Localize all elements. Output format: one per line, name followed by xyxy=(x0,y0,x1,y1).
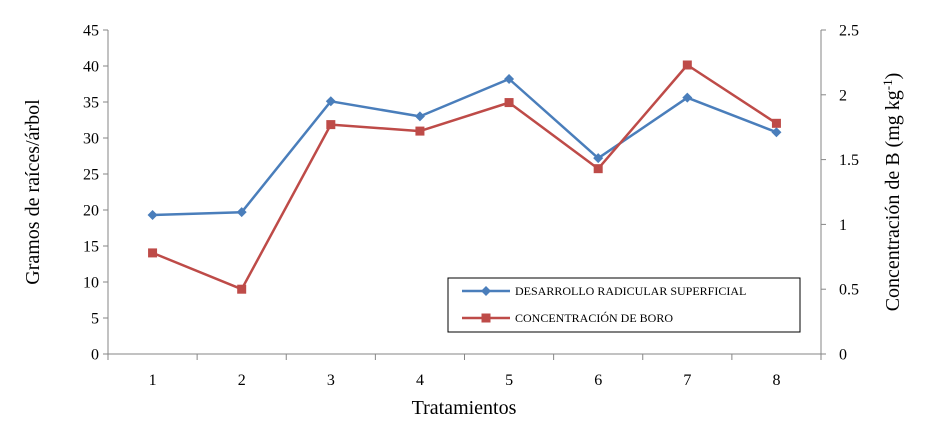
left-y-tick-label: 20 xyxy=(83,203,99,220)
right-y-axis-title-main: Concentración de B (mg kg xyxy=(882,90,904,311)
x-tick-label: 3 xyxy=(327,372,335,389)
left-y-tick-label: 35 xyxy=(83,95,99,112)
right-y-tick-label: 1 xyxy=(839,217,847,234)
x-tick-label: 2 xyxy=(238,372,246,389)
data-point-boro xyxy=(682,60,692,70)
data-point-boro xyxy=(326,120,336,130)
x-tick-label: 7 xyxy=(683,372,691,389)
right-y-axis-title-superscript: -1 xyxy=(880,79,895,90)
right-y-axis-title-end: ) xyxy=(882,73,904,80)
data-point-desarrollo xyxy=(147,210,158,221)
data-point-boro xyxy=(593,164,603,174)
left-y-tick-label: 25 xyxy=(83,167,99,184)
series-layer xyxy=(147,60,782,294)
x-tick-label: 4 xyxy=(416,372,424,389)
legend-box xyxy=(447,277,801,333)
data-point-desarrollo xyxy=(593,153,604,164)
right-y-tick-label: 0 xyxy=(839,347,847,364)
left-y-axis-ticks: 0 5 10 15 20 25 30 35 40 45 xyxy=(83,23,108,364)
data-point-desarrollo xyxy=(414,111,425,122)
right-y-tick-label: 2.5 xyxy=(839,23,859,40)
x-tick-label: 8 xyxy=(772,372,780,389)
x-axis-title: Tratamientos xyxy=(412,397,517,419)
data-point-boro xyxy=(148,248,158,258)
data-point-boro xyxy=(504,98,514,108)
left-y-tick-label: 30 xyxy=(83,131,99,148)
x-tick-label: 5 xyxy=(505,372,513,389)
x-tick-label: 1 xyxy=(149,372,157,389)
legend-label-desarrollo: DESARROLLO RADICULAR SUPERFICIAL xyxy=(515,284,746,298)
series-line-boro xyxy=(152,63,778,291)
data-point-desarrollo xyxy=(682,92,693,103)
data-point-boro xyxy=(771,118,781,128)
right-y-tick-label: 0.5 xyxy=(839,282,859,299)
legend-marker-desarrollo xyxy=(481,286,491,296)
right-y-axis-ticks: 0 0.5 1 1.5 2 2.5 xyxy=(821,23,859,364)
data-point-desarrollo xyxy=(771,127,782,138)
legend-marker-boro xyxy=(481,313,491,323)
data-point-boro xyxy=(415,126,425,136)
data-point-desarrollo xyxy=(236,207,247,218)
series-line-desarrollo xyxy=(152,77,777,217)
legend: DESARROLLO RADICULAR SUPERFICIAL CONCENT… xyxy=(447,277,801,333)
left-y-tick-label: 10 xyxy=(83,275,99,292)
legend-label-boro: CONCENTRACIÓN DE BORO xyxy=(515,311,673,325)
right-y-tick-label: 1.5 xyxy=(839,152,859,169)
left-y-axis-title: Gramos de raíces/árbol xyxy=(22,99,44,285)
right-y-axis-title: Concentración de B (mg kg-1) xyxy=(880,73,904,312)
x-axis-ticks: 1 2 3 4 5 6 7 8 xyxy=(107,354,822,389)
left-y-tick-label: 5 xyxy=(91,311,99,328)
right-y-tick-label: 2 xyxy=(839,87,847,104)
left-y-tick-label: 45 xyxy=(83,23,99,40)
data-point-desarrollo xyxy=(504,73,515,84)
x-tick-label: 6 xyxy=(594,372,602,389)
left-y-tick-label: 0 xyxy=(91,347,99,364)
data-point-desarrollo xyxy=(325,96,336,107)
left-y-tick-label: 40 xyxy=(83,59,99,76)
left-y-tick-label: 15 xyxy=(83,239,99,256)
data-point-boro xyxy=(237,284,247,294)
